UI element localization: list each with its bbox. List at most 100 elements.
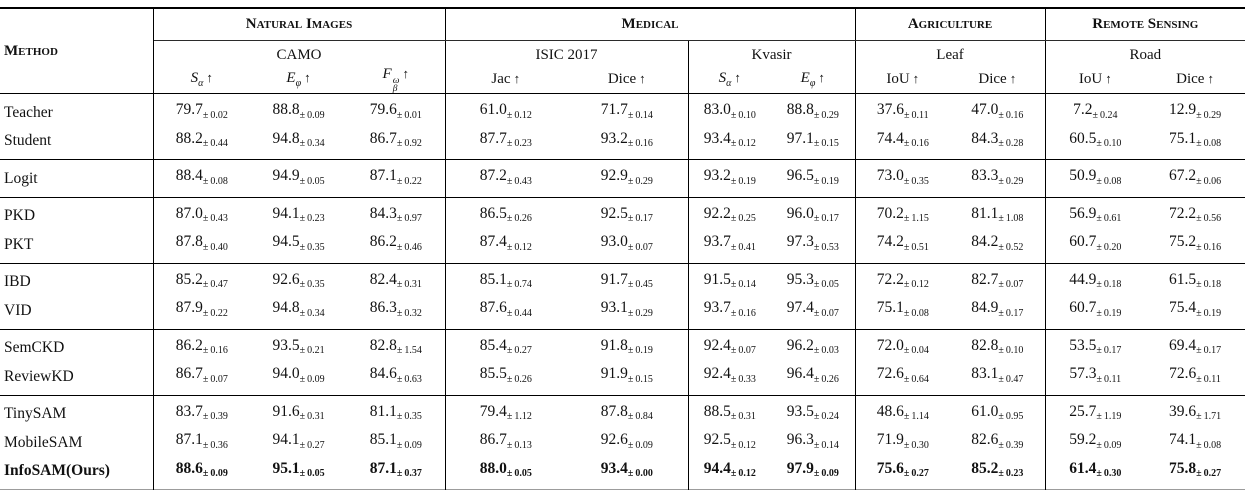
metric-mean: 91.5 <box>703 270 731 288</box>
metric-mean: 81.1 <box>971 204 999 222</box>
plus-minus-sign: ± <box>506 411 513 422</box>
plus-minus-sign: ± <box>627 307 634 319</box>
metric-mean: 83.7 <box>175 402 203 420</box>
metric-std: ±0.11 <box>1097 374 1122 385</box>
result-cell: 93.4± 0.00 <box>566 456 689 490</box>
std-value: 0.03 <box>821 345 839 356</box>
metric-std: ±0.28 <box>998 138 1023 149</box>
plus-minus-sign: ± <box>299 138 306 149</box>
plus-minus-sign: ± <box>730 468 737 479</box>
metric-mean: 88.8 <box>272 101 300 118</box>
metric-mean: 86.5 <box>479 204 507 222</box>
metric-mean: 85.2 <box>175 270 203 288</box>
metric-mean: 61.4 <box>1069 459 1097 477</box>
plus-minus-sign: ± <box>627 175 634 187</box>
up-arrow-icon: ↑ <box>513 71 521 86</box>
plus-minus-sign: ± <box>813 411 820 422</box>
table-row: Student 88.2± 0.44 94.8± 0.34 86.7± 0.92 87.7± 0… <box>0 126 1245 160</box>
plus-minus-sign: ± <box>903 345 910 356</box>
metric-mean: 97.9 <box>786 459 814 477</box>
metric-mean: 72.0 <box>876 336 904 354</box>
metric-mean: 84.3 <box>971 129 999 147</box>
metric-std: ±0.29 <box>628 176 653 187</box>
metric-std: ±1.19 <box>1096 411 1121 422</box>
metric-std: ±0.20 <box>1096 242 1121 253</box>
std-value: 0.12 <box>911 279 929 290</box>
metric-mean: 86.2 <box>175 336 203 354</box>
result-cell: 85.5± 0.26 <box>445 362 566 395</box>
metric-mean: 93.1 <box>600 299 628 316</box>
result-cell: 87.1± 0.36 <box>153 428 250 457</box>
std-value: 0.27 <box>514 345 532 356</box>
std-value: 0.22 <box>210 307 228 319</box>
result-cell: 92.6± 0.09 <box>566 428 689 457</box>
result-cell: 84.6± 0.63 <box>347 362 446 395</box>
plus-minus-sign: ± <box>730 279 737 290</box>
result-cell: 74.4± 0.16 <box>855 127 950 160</box>
std-value: 0.14 <box>635 109 653 121</box>
result-cell: 94.9± 0.05 <box>250 160 347 198</box>
result-cell: 79.4± 1.12 <box>445 395 566 428</box>
metric-std: ±0.10 <box>731 110 756 121</box>
std-value: 0.10 <box>738 109 756 121</box>
result-cell: 87.6± 0.44 <box>445 296 566 329</box>
plus-minus-sign: ± <box>998 138 1004 149</box>
table-row: Teacher 79.7± 0.02 88.8± 0.09 79.6± 0.01 61.0± 0… <box>0 93 1245 127</box>
result-cell: 86.2± 0.16 <box>153 329 250 362</box>
std-value: 0.08 <box>210 175 228 187</box>
std-value: 0.31 <box>307 411 325 422</box>
std-value: 0.35 <box>307 279 325 290</box>
dataset-header: Road <box>1129 46 1162 63</box>
plus-minus-sign: ± <box>506 213 513 224</box>
metric-mean: 75.4 <box>1168 299 1197 316</box>
method-name: IBD <box>0 263 154 296</box>
metric-std: ±0.17 <box>628 213 653 224</box>
result-cell: 87.1± 0.37 <box>347 456 446 490</box>
result-cell: 91.7± 0.45 <box>566 263 689 296</box>
std-value: 0.97 <box>404 213 422 224</box>
metric-std: ±0.09 <box>628 440 653 451</box>
result-cell: 83.0± 0.10 <box>688 94 771 127</box>
std-value: 0.26 <box>514 213 532 224</box>
metric-mean: 69.4 <box>1168 336 1197 354</box>
metric-std: ±0.11 <box>904 110 929 121</box>
std-value: 0.16 <box>210 345 228 356</box>
table-row: ReviewKD 86.7± 0.07 94.0± 0.09 84.6± 0.63 85.5±… <box>0 362 1245 395</box>
metric-mean: 92.9 <box>600 167 628 184</box>
result-cell: 71.7± 0.14 <box>566 93 689 127</box>
std-value: 0.74 <box>514 279 532 290</box>
plus-minus-sign: ± <box>903 373 910 385</box>
metric-std: ±0.92 <box>397 138 422 149</box>
result-cell: 75.1± 0.08 <box>855 296 950 329</box>
table-row: InfoSAM(Ours) 88.6± 0.09 95.1± 0.05 87.1± 0.37… <box>0 456 1245 490</box>
plus-minus-sign: ± <box>396 175 403 187</box>
std-value: 0.11 <box>911 109 929 121</box>
result-cell: 85.1± 0.74 <box>445 263 566 296</box>
result-cell: 86.7± 0.92 <box>347 126 446 160</box>
metric-mean: 85.4 <box>479 336 507 354</box>
plus-minus-sign: ± <box>506 241 513 253</box>
metric-mean: 96.3 <box>786 431 814 448</box>
plus-minus-sign: ± <box>904 109 910 121</box>
plus-minus-sign: ± <box>903 468 910 479</box>
plus-minus-sign: ± <box>730 373 737 385</box>
std-value: 0.36 <box>210 439 228 451</box>
result-cell: 88.6± 0.09 <box>153 457 250 490</box>
metric-std: ±0.27 <box>904 468 929 479</box>
plus-minus-sign: ± <box>299 213 306 224</box>
results-table: Method Natural Images Medical Agriculture Re… <box>0 7 1245 490</box>
std-value: 0.18 <box>1103 279 1122 290</box>
metric-std: ±0.16 <box>904 138 929 149</box>
metric-std: ±0.16 <box>731 308 756 319</box>
std-value: 0.09 <box>307 373 325 385</box>
metric-std: ±0.29 <box>814 110 839 121</box>
result-cell: 96.3± 0.14 <box>771 428 856 457</box>
plus-minus-sign: ± <box>1096 175 1102 187</box>
metric-mean: 95.3 <box>786 270 814 288</box>
metric-mean: 86.7 <box>369 129 397 147</box>
plus-minus-sign: ± <box>202 307 209 319</box>
result-cell: 7.2± 0.24 <box>1045 94 1145 127</box>
plus-minus-sign: ± <box>299 307 306 319</box>
metric-std: ±0.31 <box>731 411 756 422</box>
metric-mean: 72.6 <box>1169 365 1197 382</box>
